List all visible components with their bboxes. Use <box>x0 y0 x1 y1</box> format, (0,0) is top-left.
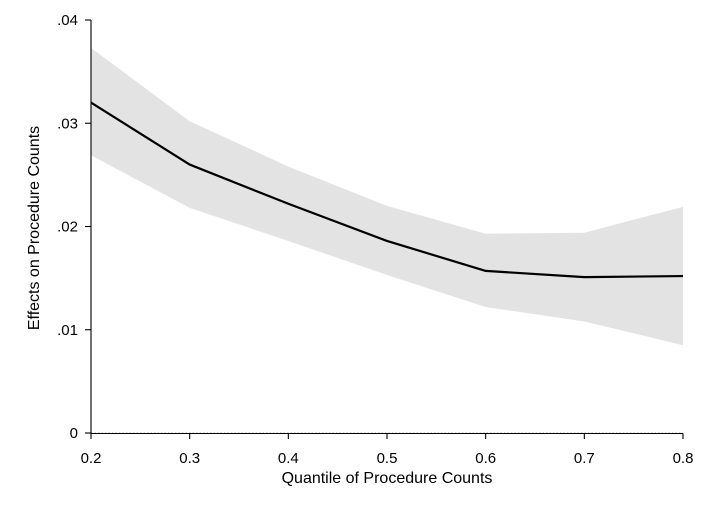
confidence-band <box>91 47 683 346</box>
series-line-layer <box>90 101 684 279</box>
x-tick-label: 0.4 <box>278 450 299 467</box>
x-tick-label: 0.6 <box>475 450 496 467</box>
y-tick-label: .03 <box>57 115 78 132</box>
y-tick-label: 0 <box>70 425 78 442</box>
series-line <box>90 101 684 279</box>
y-tick-label: .04 <box>57 12 78 29</box>
x-tick-label: 0.8 <box>673 450 694 467</box>
confidence-band-layer <box>91 47 683 346</box>
x-tick-label: 0.3 <box>179 450 200 467</box>
x-axis-title: Quantile of Procedure Counts <box>282 470 493 487</box>
ticks-layer: 0.2 0.3 0.4 0.5 0.6 0.7 0.8 0 .01 .02 .03 .04 <box>57 12 693 467</box>
y-tick-label: .01 <box>57 322 78 339</box>
x-tick-label: 0.5 <box>377 450 398 467</box>
x-tick-label: 0.2 <box>81 450 102 467</box>
x-tick-label: 0.7 <box>574 450 595 467</box>
y-axis-title: Effects on Procedure Counts <box>26 126 43 330</box>
y-tick-label: .02 <box>57 219 78 236</box>
